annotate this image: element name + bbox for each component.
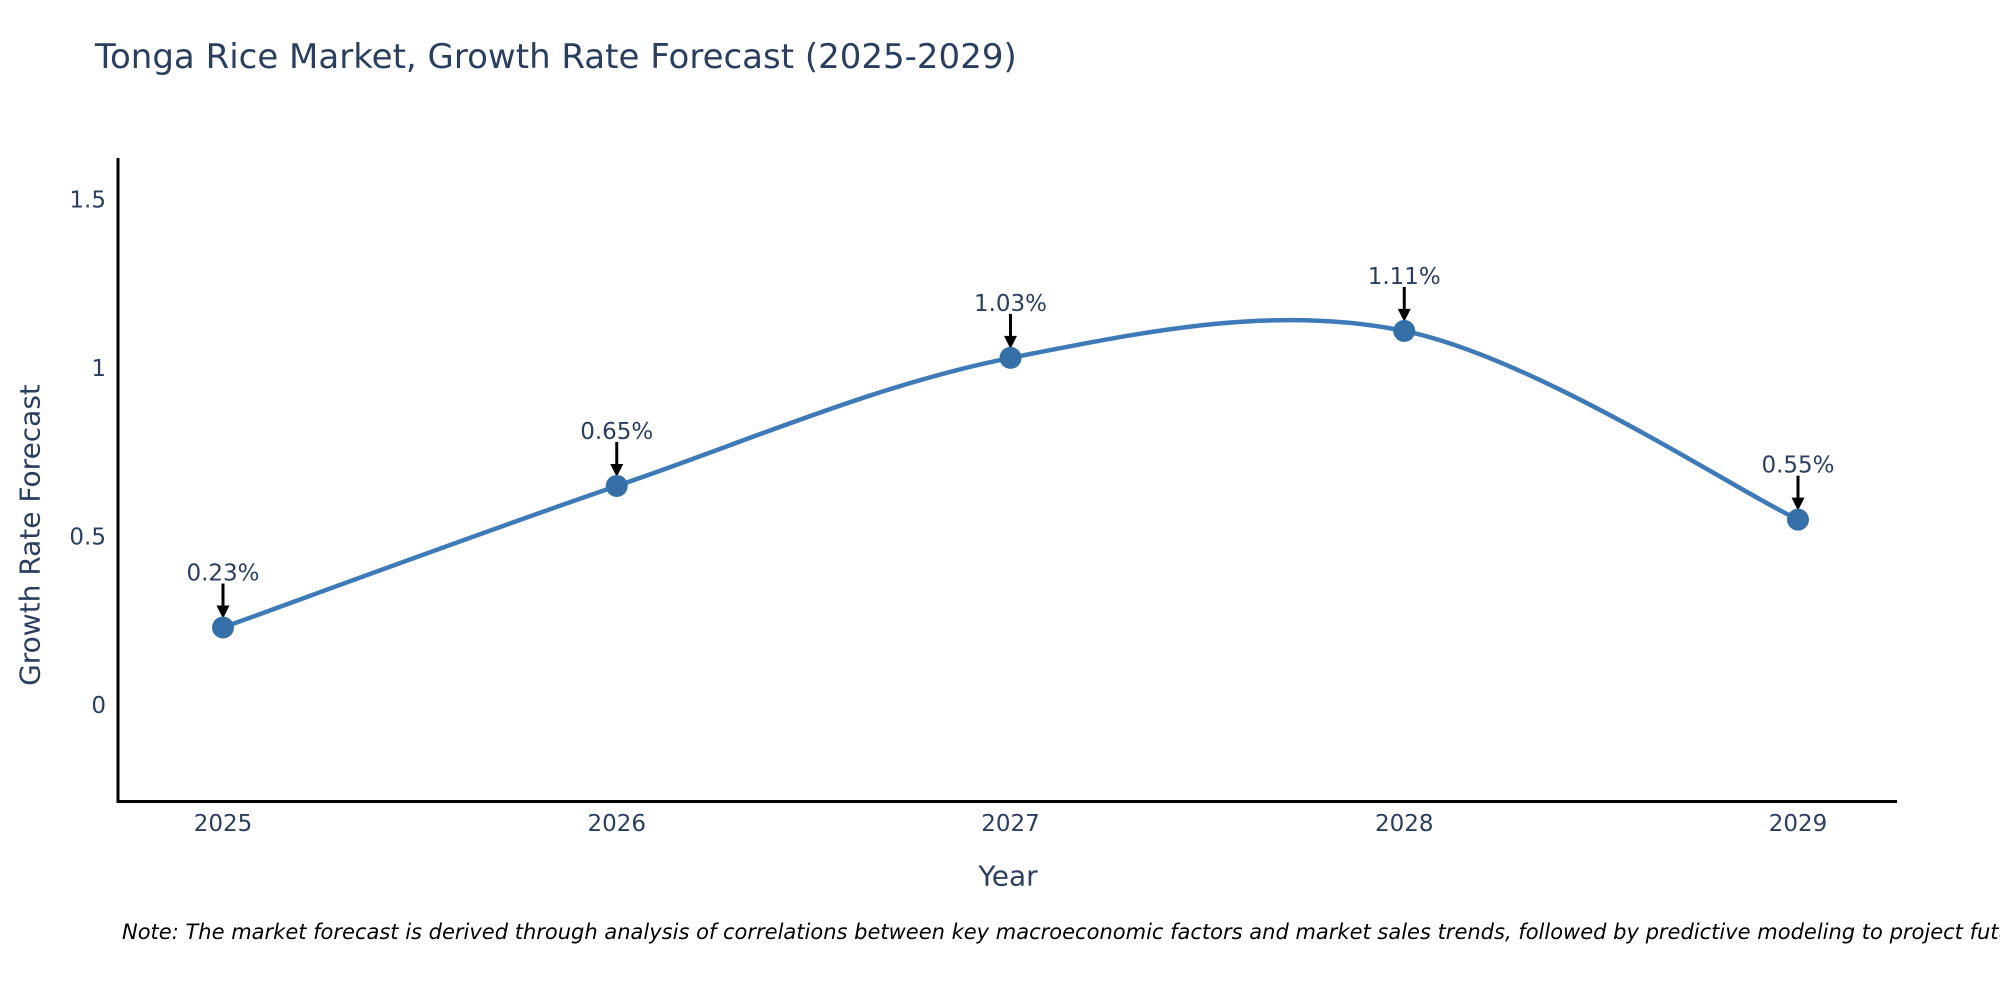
- data-point[interactable]: [212, 616, 234, 639]
- data-point[interactable]: [1393, 319, 1416, 342]
- point-label: 0.23%: [186, 560, 259, 586]
- x-tick-label: 2029: [1769, 811, 1828, 837]
- point-label: 1.03%: [974, 291, 1047, 317]
- data-point[interactable]: [999, 346, 1022, 369]
- annotation-arrowhead: [1791, 497, 1805, 511]
- annotation-arrowhead: [216, 605, 230, 619]
- x-axis-title: Year: [978, 859, 1038, 893]
- x-tick-label: 2025: [194, 811, 253, 837]
- chart-title: Tonga Rice Market, Growth Rate Forecast …: [95, 37, 1017, 77]
- y-tick-label: 0: [91, 693, 106, 719]
- x-tick-label: 2028: [1375, 811, 1434, 837]
- annotation-arrowhead: [1397, 308, 1411, 322]
- y-tick-label: 1.5: [69, 188, 106, 214]
- annotation-arrowhead: [1004, 335, 1017, 349]
- point-label: 1.11%: [1368, 264, 1441, 290]
- point-label: 0.65%: [580, 419, 653, 445]
- x-tick-label: 2027: [981, 811, 1040, 837]
- point-label: 0.55%: [1761, 453, 1834, 479]
- x-tick-label: 2026: [587, 811, 646, 837]
- data-point[interactable]: [1787, 508, 1809, 531]
- annotation-arrowhead: [610, 463, 624, 477]
- y-tick-label: 1: [91, 356, 106, 382]
- data-point[interactable]: [605, 474, 628, 497]
- y-tick-label: 0.5: [69, 525, 106, 551]
- footnote: Note: The market forecast is derived thr…: [122, 920, 2000, 944]
